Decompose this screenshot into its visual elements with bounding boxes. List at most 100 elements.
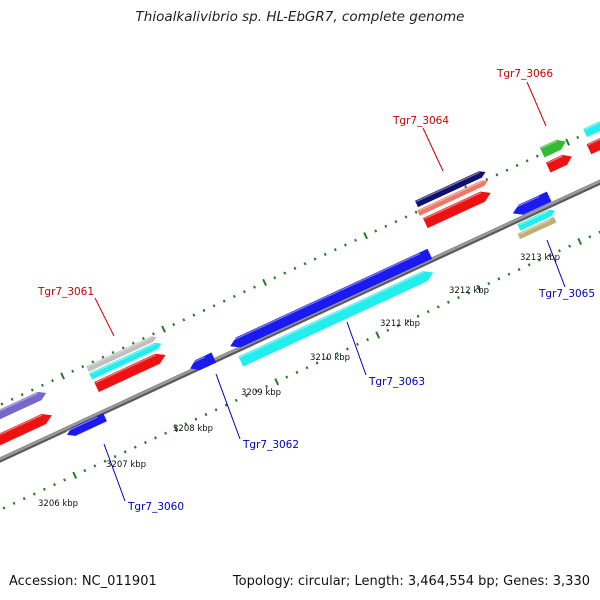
minor-tick	[30, 388, 34, 392]
minor-tick	[527, 263, 531, 267]
minor-tick	[315, 361, 319, 365]
backbone-line	[0, 179, 600, 461]
minor-tick	[416, 314, 420, 318]
kbp-label: 3212 kbp	[449, 286, 489, 296]
genome-backbone	[0, 179, 600, 463]
feature-cyan-3063	[238, 271, 434, 367]
major-tick	[565, 138, 570, 146]
feature-blue-3062	[189, 352, 217, 371]
gene-label[interactable]: Tgr7_3064	[392, 115, 449, 127]
minor-tick	[495, 173, 499, 177]
minor-tick	[487, 281, 491, 286]
minor-tick	[345, 347, 349, 351]
major-tick	[60, 372, 65, 380]
minor-tick	[10, 397, 14, 401]
feature-cyan-3065	[517, 209, 556, 231]
minor-tick	[172, 322, 176, 327]
gene-label[interactable]: Tgr7_3066	[496, 68, 553, 80]
kbp-label: 3213 kbp	[520, 253, 560, 263]
feature-silver-3061	[86, 336, 157, 372]
minor-tick	[214, 408, 218, 412]
minor-tick	[335, 352, 339, 356]
minor-tick	[133, 445, 137, 449]
gene-leader-line	[526, 81, 547, 127]
minor-tick	[515, 163, 519, 168]
feature-cyan-edge	[583, 121, 600, 138]
minor-tick	[394, 220, 398, 224]
minor-tick	[32, 492, 36, 496]
minor-tick	[121, 346, 125, 350]
minor-tick	[505, 168, 509, 172]
label-leader-lines	[94, 81, 566, 502]
minor-tick	[83, 468, 87, 473]
minor-tick	[313, 257, 317, 261]
gene-leader-line	[94, 297, 115, 337]
minor-tick	[81, 364, 85, 369]
minor-tick	[568, 244, 572, 248]
minor-tick	[40, 383, 44, 387]
minor-tick	[396, 324, 400, 328]
minor-tick	[283, 271, 287, 275]
minor-tick	[467, 291, 471, 295]
minor-tick	[517, 267, 521, 272]
minor-tick	[386, 328, 390, 332]
gene-label[interactable]: Tgr7_3062	[242, 439, 299, 451]
minor-tick	[194, 417, 198, 421]
minor-tick	[131, 341, 135, 345]
minor-tick	[323, 252, 327, 256]
minor-tick	[192, 313, 196, 317]
minor-tick	[576, 135, 580, 140]
minor-tick	[406, 319, 410, 323]
feature-blue-3065	[511, 191, 552, 215]
minor-tick	[537, 258, 541, 262]
gene-leader-line	[346, 321, 367, 376]
minor-tick	[356, 342, 359, 346]
minor-tick	[111, 350, 115, 355]
minor-tick	[2, 506, 6, 510]
minor-tick	[265, 384, 269, 389]
minor-tick	[222, 299, 226, 303]
minor-tick	[0, 402, 4, 406]
minor-tick	[154, 436, 157, 440]
gene-label[interactable]: Tgr7_3063	[368, 376, 425, 388]
minor-tick	[497, 277, 501, 281]
major-tick	[161, 325, 166, 333]
tick-row-upper	[0, 126, 600, 406]
minor-tick	[184, 422, 188, 426]
minor-tick	[285, 375, 289, 379]
major-tick	[375, 331, 381, 339]
tick-row-lower	[2, 230, 600, 510]
gene-label[interactable]: Tgr7_3061	[37, 286, 94, 298]
minor-tick	[42, 487, 46, 491]
feature-purple-edge	[0, 391, 47, 424]
kbp-label: 3209 kbp	[241, 388, 281, 398]
minor-tick	[212, 304, 216, 308]
minor-tick	[507, 272, 511, 276]
feature-cyan-3061	[89, 342, 162, 380]
map-title: Thioalkalivibrio sp. HL-EbGR7, complete …	[135, 9, 465, 25]
minor-tick	[547, 253, 551, 258]
minor-tick	[93, 464, 97, 468]
minor-tick	[305, 366, 309, 370]
minor-tick	[436, 305, 440, 309]
gene-leader-line	[546, 239, 566, 288]
minor-tick	[343, 243, 347, 247]
minor-tick	[366, 338, 370, 342]
gene-label[interactable]: Tgr7_3060	[127, 501, 184, 513]
minor-tick	[446, 300, 450, 304]
gene-label[interactable]: Tgr7_3065	[538, 288, 595, 300]
feature-red-edge	[0, 414, 52, 450]
minor-tick	[558, 249, 561, 253]
feature-red-3061	[94, 353, 166, 392]
minor-tick	[113, 454, 117, 459]
feature-red-3066	[545, 154, 572, 173]
minor-tick	[525, 159, 529, 163]
minor-tick	[293, 266, 297, 270]
feature-red-3064	[423, 191, 491, 229]
minor-tick	[535, 154, 539, 158]
minor-tick	[12, 501, 16, 505]
minor-tick	[123, 450, 127, 454]
minor-tick	[404, 215, 408, 219]
minor-tick	[103, 459, 107, 463]
minor-tick	[152, 332, 155, 336]
